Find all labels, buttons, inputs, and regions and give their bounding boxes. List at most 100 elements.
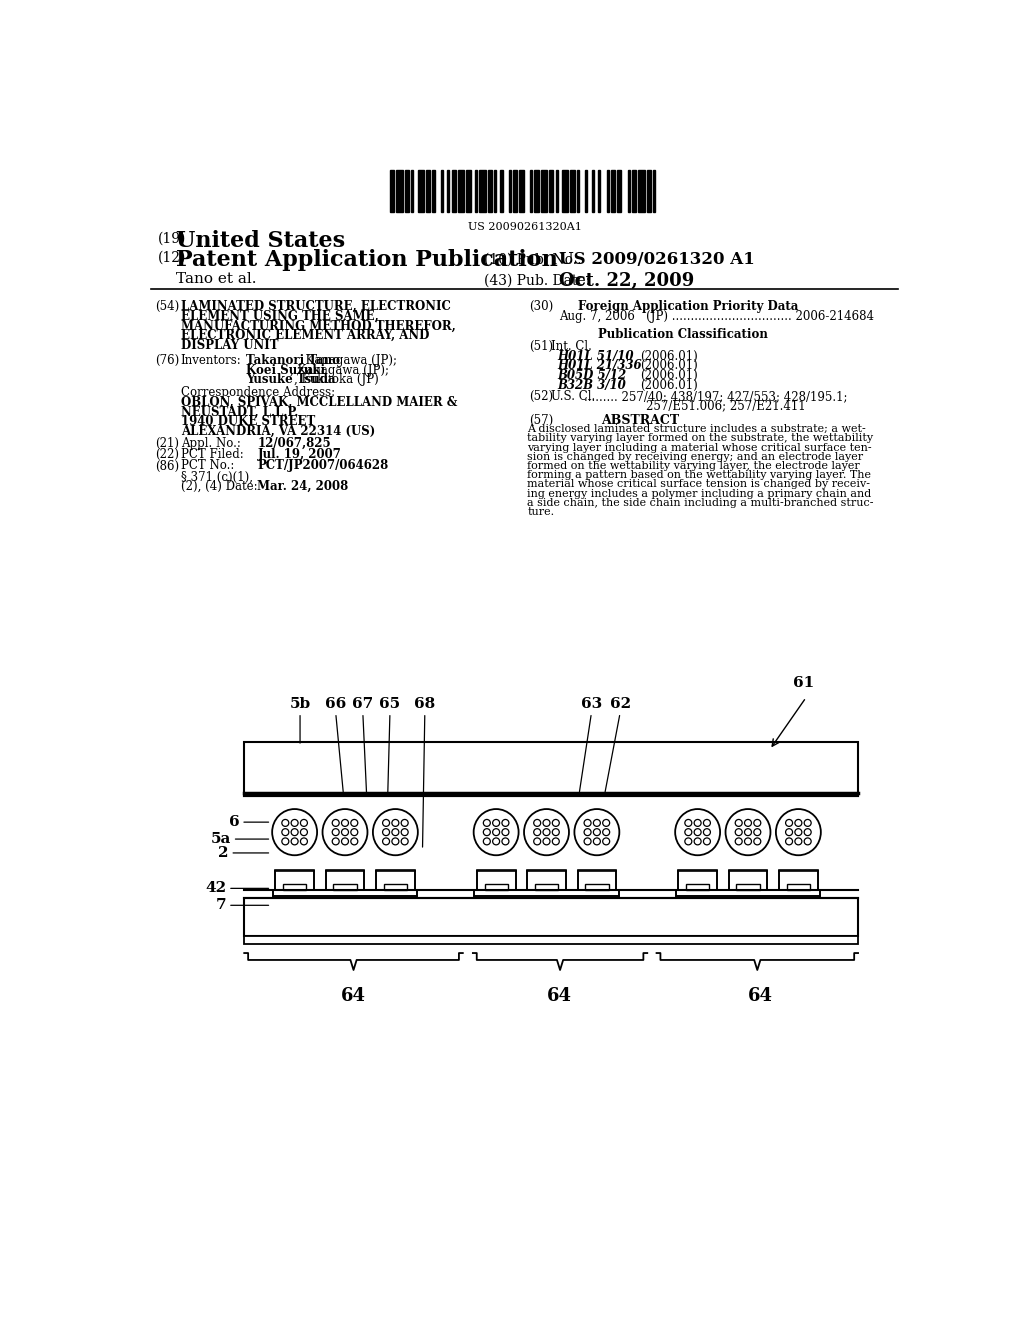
Bar: [441, 170, 443, 213]
Text: 1940 DUKE STREET: 1940 DUKE STREET: [180, 416, 315, 428]
Text: , Kanagawa (JP);: , Kanagawa (JP);: [298, 354, 397, 367]
Text: Yusuke Tsuda: Yusuke Tsuda: [246, 374, 335, 387]
Bar: [484, 884, 508, 890]
Circle shape: [593, 820, 600, 826]
Circle shape: [282, 820, 289, 826]
Bar: [779, 870, 818, 890]
Text: § 371 (c)(1),: § 371 (c)(1),: [180, 471, 253, 483]
Bar: [549, 170, 553, 213]
Text: Takanori Tano: Takanori Tano: [246, 354, 340, 367]
Circle shape: [735, 829, 742, 836]
Circle shape: [401, 838, 409, 845]
Circle shape: [300, 838, 307, 845]
Bar: [562, 170, 568, 213]
Circle shape: [300, 820, 307, 826]
Bar: [535, 170, 539, 213]
Text: ABSTRACT: ABSTRACT: [601, 413, 680, 426]
Circle shape: [332, 829, 339, 836]
Circle shape: [754, 838, 761, 845]
Text: ELECTRONIC ELEMENT ARRAY, AND: ELECTRONIC ELEMENT ARRAY, AND: [180, 329, 429, 342]
Circle shape: [383, 820, 389, 826]
Circle shape: [795, 820, 802, 826]
Bar: [426, 170, 430, 213]
Circle shape: [584, 838, 591, 845]
Text: (54): (54): [155, 300, 179, 313]
Text: Mar. 24, 2008: Mar. 24, 2008: [257, 480, 349, 494]
Bar: [275, 870, 314, 890]
Bar: [390, 170, 394, 213]
Text: Correspondence Address:: Correspondence Address:: [180, 387, 335, 400]
Bar: [412, 170, 414, 213]
Circle shape: [342, 829, 348, 836]
Text: (2006.01): (2006.01): [640, 359, 698, 372]
Ellipse shape: [524, 809, 569, 855]
Text: DISPLAY UNIT: DISPLAY UNIT: [180, 339, 279, 351]
Ellipse shape: [323, 809, 368, 855]
Bar: [678, 870, 717, 890]
Ellipse shape: [726, 809, 770, 855]
Text: Oct. 22, 2009: Oct. 22, 2009: [559, 272, 694, 290]
Text: 64: 64: [341, 987, 366, 1005]
Circle shape: [703, 829, 711, 836]
Circle shape: [744, 829, 752, 836]
Bar: [494, 170, 497, 213]
Circle shape: [392, 838, 399, 845]
Text: (86): (86): [155, 459, 179, 473]
Bar: [556, 170, 558, 213]
Text: 5a: 5a: [211, 832, 231, 846]
Bar: [647, 170, 651, 213]
Text: 2: 2: [218, 846, 228, 859]
Text: 5b: 5b: [290, 697, 310, 711]
Circle shape: [795, 838, 802, 845]
Circle shape: [593, 838, 600, 845]
Bar: [632, 170, 636, 213]
Circle shape: [300, 829, 307, 836]
Circle shape: [543, 838, 550, 845]
Bar: [617, 170, 622, 213]
Circle shape: [392, 829, 399, 836]
Text: PCT No.:: PCT No.:: [180, 459, 234, 473]
Circle shape: [534, 838, 541, 845]
Circle shape: [342, 820, 348, 826]
Circle shape: [351, 838, 357, 845]
Text: 7: 7: [216, 899, 226, 912]
Text: United States: United States: [176, 230, 345, 252]
Text: Patent Application Publication: Patent Application Publication: [176, 249, 558, 272]
Circle shape: [502, 820, 509, 826]
Ellipse shape: [474, 809, 518, 855]
Circle shape: [785, 829, 793, 836]
Bar: [404, 170, 409, 213]
Text: Tano et al.: Tano et al.: [176, 272, 257, 286]
Circle shape: [603, 838, 609, 845]
Bar: [535, 884, 558, 890]
Text: a side chain, the side chain including a multi-branched struc-: a side chain, the side chain including a…: [527, 498, 873, 508]
Circle shape: [685, 838, 692, 845]
Bar: [487, 170, 492, 213]
Text: MANUFACTURING METHOD THEREFOR,: MANUFACTURING METHOD THEREFOR,: [180, 319, 456, 333]
Text: material whose critical surface tension is changed by receiv-: material whose critical surface tension …: [527, 479, 870, 490]
Ellipse shape: [272, 809, 317, 855]
Bar: [628, 170, 630, 213]
Text: 67: 67: [352, 697, 374, 711]
Circle shape: [282, 829, 289, 836]
Text: ELEMENT USING THE SAME,: ELEMENT USING THE SAME,: [180, 310, 379, 322]
Bar: [638, 170, 645, 213]
Bar: [501, 170, 503, 213]
Bar: [586, 170, 588, 213]
Text: (76): (76): [155, 354, 179, 367]
Text: tability varying layer formed on the substrate, the wettability: tability varying layer formed on the sub…: [527, 433, 873, 444]
Circle shape: [291, 829, 298, 836]
Circle shape: [351, 829, 357, 836]
Bar: [519, 170, 523, 213]
Bar: [283, 884, 306, 890]
Circle shape: [703, 820, 711, 826]
Text: 12/067,825: 12/067,825: [257, 437, 331, 450]
Circle shape: [703, 838, 711, 845]
Text: (2), (4) Date:: (2), (4) Date:: [180, 480, 257, 494]
Text: Foreign Application Priority Data: Foreign Application Priority Data: [579, 300, 799, 313]
Bar: [475, 170, 477, 213]
Text: 63: 63: [581, 697, 602, 711]
Bar: [245, 742, 858, 796]
Circle shape: [603, 820, 609, 826]
Bar: [245, 898, 858, 936]
